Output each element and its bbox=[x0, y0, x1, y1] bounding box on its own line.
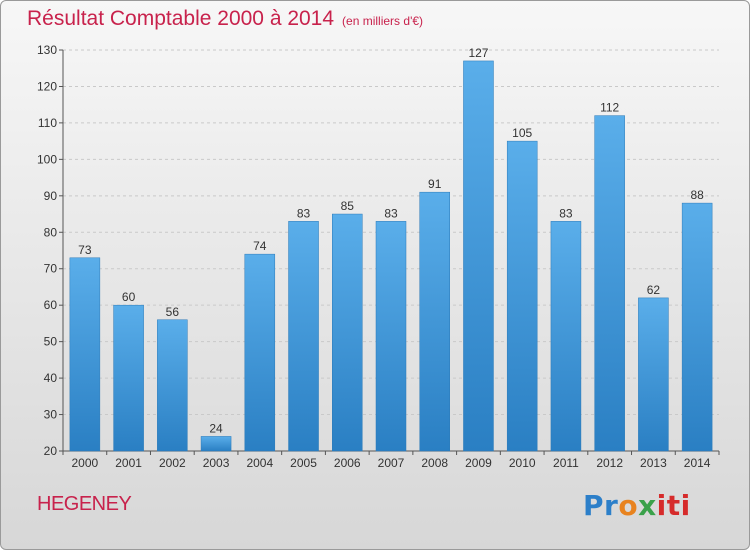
y-tick-label: 100 bbox=[37, 152, 57, 166]
y-tick-label: 120 bbox=[37, 79, 57, 93]
y-tick-label: 80 bbox=[44, 225, 58, 239]
bar-2001 bbox=[113, 304, 144, 452]
bar-2003 bbox=[200, 436, 232, 452]
bar-2014 bbox=[681, 202, 713, 452]
value-label-2013: 62 bbox=[647, 283, 661, 297]
value-label-2009: 127 bbox=[468, 46, 488, 60]
value-label-2007: 83 bbox=[384, 206, 398, 220]
y-tick-label: 110 bbox=[38, 116, 57, 130]
value-label-2008: 91 bbox=[428, 177, 442, 191]
value-label-2005: 83 bbox=[297, 206, 311, 220]
x-tick-label-2010: 2010 bbox=[509, 456, 536, 470]
bar-2002 bbox=[157, 319, 188, 452]
x-tick-label-2002: 2002 bbox=[159, 456, 186, 470]
x-tick-label-2008: 2008 bbox=[421, 456, 448, 470]
x-tick-label-2003: 2003 bbox=[203, 456, 230, 470]
x-tick-label-2006: 2006 bbox=[334, 456, 361, 470]
value-label-2010: 105 bbox=[512, 126, 532, 140]
y-tick-label: 70 bbox=[44, 262, 58, 276]
x-tick-label-2011: 2011 bbox=[553, 456, 579, 470]
value-label-2006: 85 bbox=[341, 199, 355, 213]
labels: 20 30 40 50 60 70 80 90 100 110 120 130 73 2000 60 2001… bbox=[37, 43, 711, 470]
bar-2006 bbox=[332, 213, 363, 452]
x-tick-label-2001: 2001 bbox=[115, 456, 142, 470]
value-label-2002: 56 bbox=[166, 305, 180, 319]
bar-2010 bbox=[506, 140, 538, 452]
bar-2005 bbox=[288, 221, 319, 452]
value-label-2000: 73 bbox=[78, 243, 92, 257]
y-tick-label: 90 bbox=[44, 189, 58, 203]
bar-2000 bbox=[69, 257, 101, 452]
y-tick-label: 50 bbox=[44, 335, 58, 349]
bar-2009 bbox=[463, 60, 494, 452]
y-tick-label: 60 bbox=[44, 298, 58, 312]
x-tick-label-2007: 2007 bbox=[378, 456, 405, 470]
x-tick-label-2014: 2014 bbox=[684, 456, 711, 470]
bar-2008 bbox=[419, 191, 450, 452]
bar-2011 bbox=[550, 221, 582, 452]
value-label-2001: 60 bbox=[122, 290, 136, 304]
x-tick-label-2005: 2005 bbox=[290, 456, 317, 470]
y-tick-label: 20 bbox=[44, 444, 58, 458]
value-label-2014: 88 bbox=[690, 188, 704, 202]
chart-title-text: Résultat Comptable 2000 à 2014 bbox=[27, 7, 335, 30]
value-label-2004: 74 bbox=[253, 239, 267, 253]
x-tick-label-2004: 2004 bbox=[246, 456, 273, 470]
proxiti-logo: Proxiti bbox=[583, 489, 691, 522]
x-tick-label-2012: 2012 bbox=[596, 456, 623, 470]
bar-2012 bbox=[594, 115, 625, 452]
bar-2007 bbox=[375, 221, 407, 452]
y-tick-label: 40 bbox=[44, 371, 58, 385]
chart-title: Résultat Comptable 2000 à 2014 (en millie… bbox=[27, 7, 423, 31]
bar-2004 bbox=[244, 253, 276, 452]
value-label-2012: 112 bbox=[600, 101, 619, 115]
bar-2013 bbox=[638, 297, 669, 452]
x-tick-label-2000: 2000 bbox=[72, 456, 99, 470]
chart-subtitle: (en milliers d'€) bbox=[342, 14, 424, 28]
bars bbox=[69, 60, 713, 452]
y-tick-label: 30 bbox=[44, 408, 58, 422]
town-name: HEGENEY bbox=[37, 493, 132, 515]
y-tick-label: 130 bbox=[37, 43, 57, 57]
value-label-2003: 24 bbox=[209, 421, 223, 435]
value-label-2011: 83 bbox=[559, 206, 573, 220]
x-tick-label-2009: 2009 bbox=[465, 456, 492, 470]
x-tick-label-2013: 2013 bbox=[640, 456, 667, 470]
